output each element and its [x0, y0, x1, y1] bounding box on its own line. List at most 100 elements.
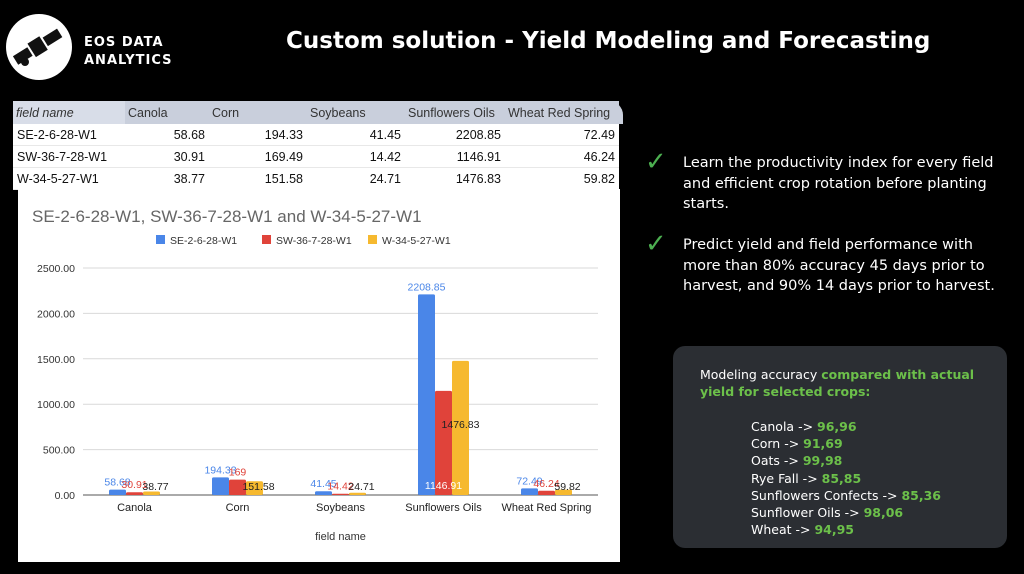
accuracy-item: Sunflower Oils -> 98,06 — [751, 504, 941, 521]
accuracy-item: Wheat -> 94,95 — [751, 521, 941, 538]
bar — [109, 489, 126, 495]
data-label: 38.77 — [142, 481, 168, 493]
bar — [229, 479, 246, 495]
table-cell: 46.24 — [505, 145, 619, 168]
accuracy-crop: Oats -> — [751, 453, 803, 469]
accuracy-crop: Sunflower Oils -> — [751, 505, 864, 521]
table-row: SW-36-7-28-W1 30.91 169.49 14.42 1146.91… — [13, 145, 619, 168]
chart-title: SE-2-6-28-W1, SW-36-7-28-W1 and W-34-5-2… — [32, 207, 422, 226]
checkmark-icon: ✓ — [645, 147, 667, 177]
table-cell: 72.49 — [505, 124, 619, 146]
accuracy-crop: Sunflowers Confects -> — [751, 487, 902, 503]
legend-label: SE-2-6-28-W1 — [170, 235, 237, 247]
table-cell: 24.71 — [307, 167, 405, 190]
table-cell: 14.42 — [307, 145, 405, 168]
accuracy-item: Sunflowers Confects -> 85,36 — [751, 487, 941, 504]
table-cell: 59.82 — [505, 167, 619, 190]
company-logo: EOS DATA ANALYTICS — [6, 10, 186, 80]
legend-label: SW-36-7-28-W1 — [276, 235, 352, 247]
x-tick-label: Wheat Red Spring — [502, 502, 592, 514]
table-cell: 1476.83 — [405, 167, 505, 190]
bullet-item: ✓ Predict yield and field performance wi… — [645, 229, 995, 319]
table-row: SE-2-6-28-W1 58.68 194.33 41.45 2208.85 … — [13, 124, 619, 146]
accuracy-title-highlight: compared with actual yield for selected … — [700, 367, 975, 399]
y-tick-label: 1000.00 — [37, 399, 75, 411]
table-cell: SE-2-6-28-W1 — [13, 124, 125, 146]
bar — [332, 493, 349, 495]
bullet-item: ✓ Learn the productivity index for every… — [645, 147, 995, 217]
table-cell: 2208.85 — [405, 124, 505, 146]
data-label: 14.42 — [327, 481, 353, 493]
bullet-text: Predict yield and field performance with… — [683, 237, 995, 294]
x-tick-label: Soybeans — [316, 502, 365, 514]
legend-label: W-34-5-27-W1 — [382, 235, 451, 247]
accuracy-crop: Corn -> — [751, 436, 804, 452]
bar — [418, 294, 435, 495]
data-label: 1476.83 — [442, 419, 480, 431]
data-label: 41.45 — [310, 478, 336, 490]
logo-badge — [6, 14, 72, 80]
bar-chart: SE-2-6-28-W1, SW-36-7-28-W1 and W-34-5-2… — [32, 207, 598, 543]
y-tick-label: 2000.00 — [37, 308, 75, 320]
accuracy-item: Oats -> 99,98 — [751, 452, 941, 469]
x-tick-label: Corn — [226, 502, 250, 514]
bar — [126, 492, 143, 495]
legend-swatch — [262, 235, 271, 244]
table-cell: 38.77 — [125, 167, 209, 190]
y-tick-label: 0.00 — [55, 490, 76, 502]
data-label: 2208.85 — [408, 281, 446, 293]
data-label: 24.71 — [348, 481, 374, 493]
data-label: 58.68 — [104, 477, 130, 489]
table-cell: 169.49 — [209, 145, 307, 168]
legend-swatch — [368, 235, 377, 244]
x-tick-label: Sunflowers Oils — [405, 502, 482, 514]
table-cell: 58.68 — [125, 124, 209, 146]
table-cell: 1146.91 — [405, 145, 505, 168]
x-tick-label: Canola — [117, 502, 153, 514]
accuracy-value: 98,06 — [863, 505, 904, 521]
accuracy-value: 85,85 — [821, 470, 862, 486]
accuracy-item: Corn -> 91,69 — [751, 435, 941, 452]
logo-line-1: EOS DATA — [84, 35, 164, 50]
table-row: W-34-5-27-W1 38.77 151.58 24.71 1476.83 … — [13, 167, 619, 190]
bar — [452, 360, 469, 495]
checkmark-icon: ✓ — [645, 229, 667, 259]
accuracy-value: 94,95 — [814, 522, 855, 538]
y-tick-label: 500.00 — [43, 445, 75, 457]
column-header: field name — [13, 101, 125, 124]
data-label: 30.91 — [121, 479, 147, 491]
table-cell: W-34-5-27-W1 — [13, 167, 125, 190]
bar — [435, 390, 452, 495]
page-title: Custom solution - Yield Modeling and For… — [286, 28, 931, 54]
accuracy-title-plain: Modeling accuracy — [700, 367, 822, 382]
bar — [315, 491, 332, 495]
accuracy-value: 91,69 — [803, 436, 843, 452]
accuracy-panel: Modeling accuracy compared with actual y… — [673, 346, 1007, 548]
accuracy-item: Canola -> 96,96 — [751, 418, 941, 435]
accuracy-value: 85,36 — [901, 487, 941, 503]
table-header-row: field name Canola Corn Soybeans Sunflowe… — [13, 101, 619, 124]
bar — [212, 477, 229, 495]
bar — [349, 492, 366, 495]
table-cell: 30.91 — [125, 145, 209, 168]
data-label: 59.82 — [554, 481, 580, 493]
accuracy-value: 96,96 — [817, 419, 857, 434]
data-label: 72.49 — [516, 475, 542, 487]
column-header: Corn — [209, 101, 307, 124]
table-cell: 41.45 — [307, 124, 405, 146]
bar — [555, 489, 572, 495]
bullet-text: Learn the productivity index for every f… — [683, 155, 994, 212]
column-header: Wheat Red Spring — [505, 101, 619, 124]
accuracy-item: Rye Fall -> 85,85 — [751, 470, 941, 487]
accuracy-crop: Wheat -> — [751, 522, 815, 538]
accuracy-crop: Canola -> — [751, 419, 818, 434]
table-cell: 194.33 — [209, 124, 307, 146]
x-axis-title: field name — [315, 531, 366, 543]
accuracy-title: Modeling accuracy compared with actual y… — [700, 366, 1000, 400]
bar — [143, 491, 160, 495]
data-label: 1146.91 — [425, 480, 462, 492]
y-tick-label: 2500.00 — [37, 263, 75, 275]
data-label: 46.24 — [533, 478, 559, 490]
accuracy-crop: Rye Fall -> — [751, 470, 822, 486]
table-cell: SW-36-7-28-W1 — [13, 145, 125, 168]
